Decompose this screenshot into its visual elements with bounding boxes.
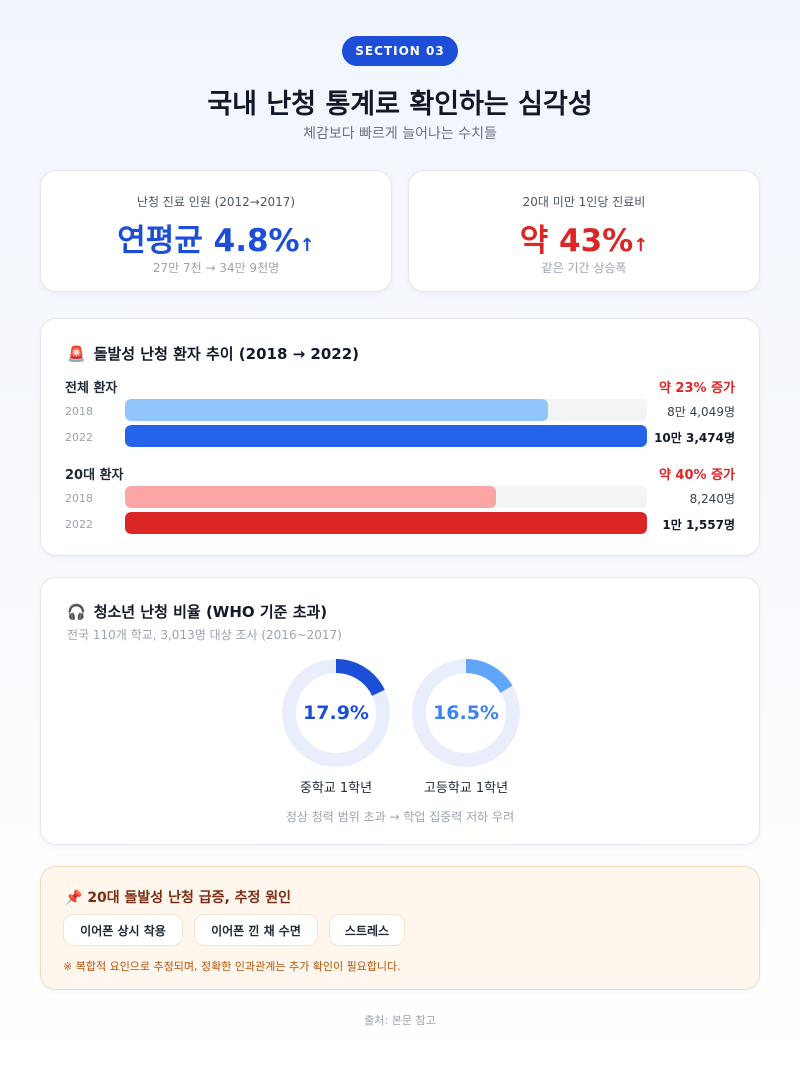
- causes-title: 📌 20대 돌발성 난청 급증, 추정 원인: [65, 887, 291, 907]
- stat-value-text: 약 43%: [519, 223, 634, 259]
- bar-track: [125, 512, 647, 534]
- year-label: 2018: [65, 405, 93, 418]
- section-badge: SECTION 03: [342, 36, 458, 66]
- youth-title-text: 청소년 난청 비율 (WHO 기준 초과): [93, 603, 328, 621]
- bar-track: [125, 425, 647, 447]
- up-arrow-icon: ↑: [633, 235, 649, 256]
- bar-fill: [125, 399, 548, 421]
- count-label: 1만 1,557명: [662, 518, 735, 532]
- page-subtitle: 체감보다 빠르게 늘어나는 수치들: [303, 126, 497, 142]
- page-title: 국내 난청 통계로 확인하는 심각성: [207, 89, 593, 120]
- donut-label: 고등학교 1학년: [423, 781, 509, 796]
- youth-card: 🎧 청소년 난청 비율 (WHO 기준 초과) 전국 110개 학교, 3,013…: [40, 577, 760, 845]
- donut-svg: [282, 659, 390, 767]
- count-label: 10만 3,474명: [654, 431, 735, 445]
- bar-track: [125, 399, 647, 421]
- donut-chart: 16.5%: [411, 658, 521, 768]
- group-title: 전체 환자: [65, 381, 118, 396]
- causes-title-text: 20대 돌발성 난청 급증, 추정 원인: [87, 890, 292, 906]
- group-change: 약 23% 증가: [658, 381, 735, 396]
- causes-disclaimer: ※ 복합적 요인으로 추정되며, 정확한 인과관계는 추가 확인이 필요합니다.: [63, 960, 401, 973]
- cause-chip: 이어폰 낀 채 수면: [194, 914, 318, 946]
- survey-note: 전국 110개 학교, 3,013명 대상 조사 (2016~2017): [67, 628, 342, 642]
- bar-track: [125, 486, 647, 508]
- donut-value: 17.9%: [303, 702, 369, 724]
- stat-note: 27만 7천 → 34만 9천명: [152, 261, 280, 275]
- stat-label: 20대 미만 1인당 진료비: [522, 195, 646, 209]
- group-change: 약 40% 증가: [658, 468, 735, 483]
- donut-arc: [282, 659, 390, 767]
- trend-title-text: 돌발성 난청 환자 추이 (2018 → 2022): [93, 345, 359, 363]
- stat-card-patients: 난청 진료 인원 (2012→2017) 연평균 4.8%↑ 27만 7천 → …: [40, 170, 392, 292]
- youth-title: 🎧 청소년 난청 비율 (WHO 기준 초과): [67, 601, 327, 622]
- bar-fill: [125, 425, 647, 447]
- year-label: 2022: [65, 431, 93, 444]
- year-label: 2022: [65, 518, 93, 531]
- stat-value: 약 43%↑: [409, 215, 759, 260]
- up-arrow-icon: ↑: [299, 235, 315, 256]
- siren-icon: 🚨: [67, 345, 86, 363]
- count-label: 8만 4,049명: [667, 405, 735, 419]
- youth-note: 정상 청력 범위 초과 → 학업 집중력 저하 우려: [285, 810, 515, 824]
- donut-value: 16.5%: [433, 702, 499, 724]
- bar-fill: [125, 486, 496, 508]
- donut-svg: [412, 659, 520, 767]
- donut-chart: 17.9%: [281, 658, 391, 768]
- stat-note: 같은 기간 상승폭: [541, 261, 627, 275]
- donut-arc: [412, 659, 520, 767]
- headphones-icon: 🎧: [67, 603, 86, 621]
- stat-label: 난청 진료 인원 (2012→2017): [136, 195, 296, 209]
- bar-fill: [125, 512, 647, 534]
- count-label: 8,240명: [689, 492, 735, 506]
- stat-card-cost: 20대 미만 1인당 진료비 약 43%↑ 같은 기간 상승폭: [408, 170, 760, 292]
- cause-chip: 스트레스: [329, 914, 405, 946]
- group-title: 20대 환자: [65, 468, 124, 483]
- trend-title: 🚨 돌발성 난청 환자 추이 (2018 → 2022): [67, 343, 359, 364]
- stat-value: 연평균 4.8%↑: [41, 215, 391, 260]
- donut-label: 중학교 1학년: [299, 781, 373, 796]
- pin-icon: 📌: [65, 890, 83, 906]
- cause-chip: 이어폰 상시 착용: [63, 914, 183, 946]
- causes-card: 📌 20대 돌발성 난청 급증, 추정 원인 이어폰 상시 착용 이어폰 낀 채…: [40, 866, 760, 990]
- stat-value-text: 연평균 4.8%: [117, 223, 300, 259]
- trend-card: 🚨 돌발성 난청 환자 추이 (2018 → 2022) 전체 환자 약 23% …: [40, 318, 760, 556]
- year-label: 2018: [65, 492, 93, 505]
- source-note: 출처: 본문 참고: [364, 1014, 436, 1027]
